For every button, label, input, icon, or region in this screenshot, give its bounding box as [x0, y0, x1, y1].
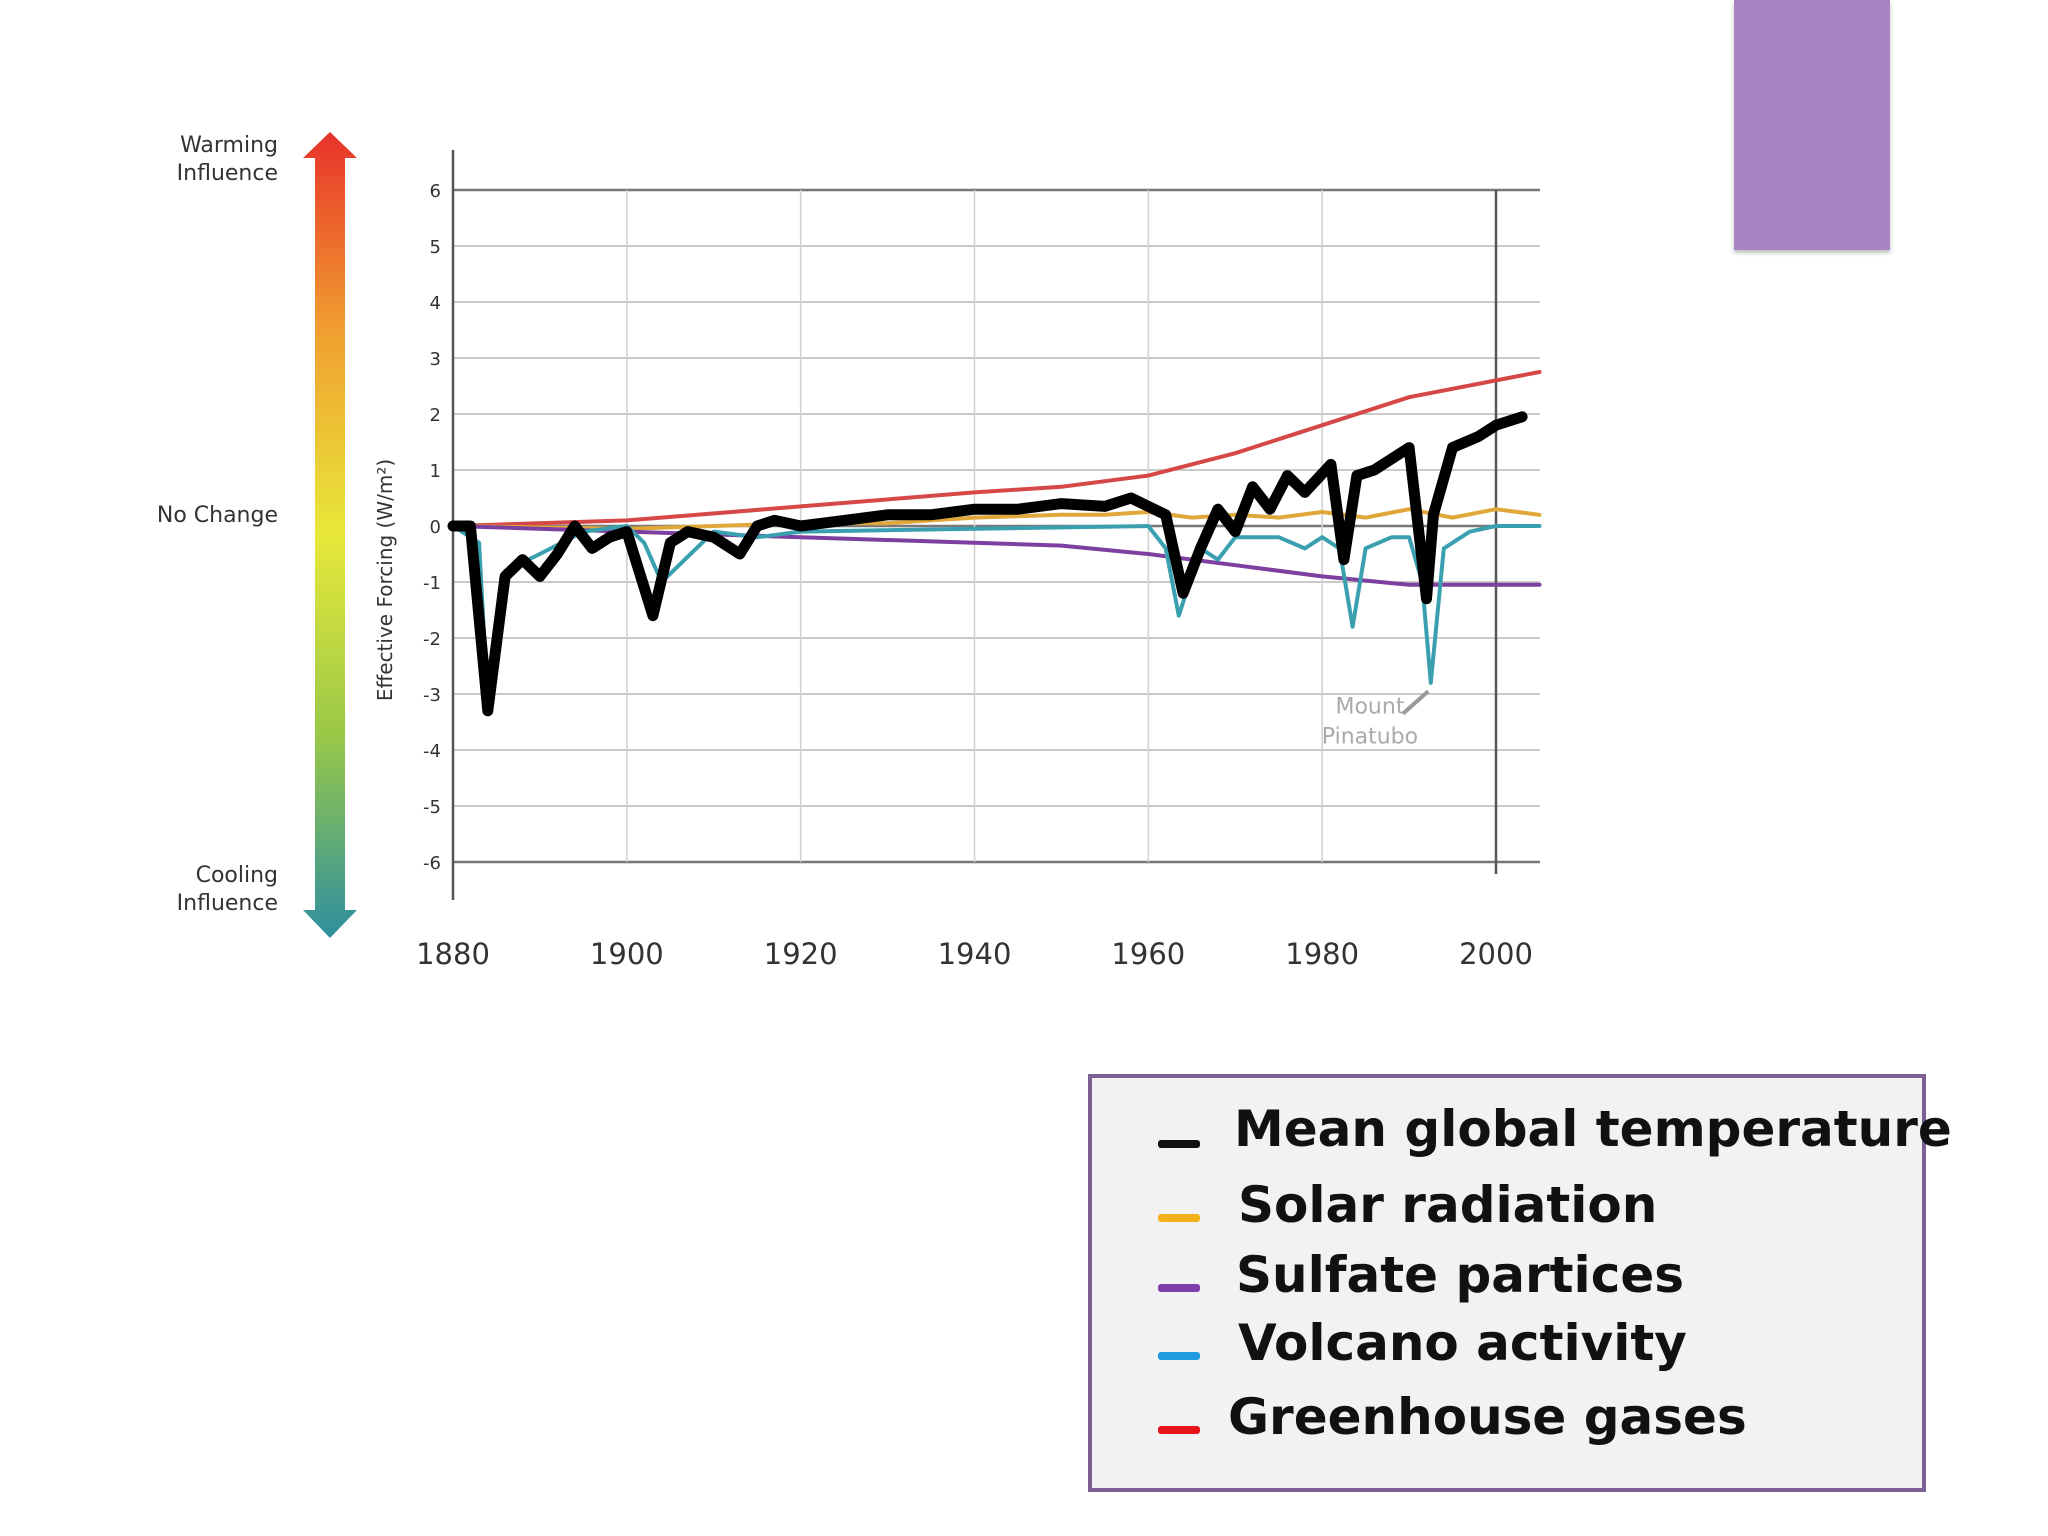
x-tick-label: 1940: [938, 937, 1012, 971]
y-axis-label: Effective Forcing (W/m²): [373, 459, 397, 701]
legend-item: Sulfate partices: [1092, 1246, 1922, 1306]
x-tick-label: 1980: [1285, 937, 1359, 971]
legend-label: Sulfate partices: [1236, 1246, 1684, 1304]
y-tick-label: 1: [430, 461, 441, 482]
annotation-text: Mount: [1335, 695, 1404, 720]
annotation-arrow: [1401, 689, 1430, 716]
warming-influence-label: Warming Influence: [176, 133, 278, 186]
y-tick-label: -4: [423, 741, 441, 762]
influence-arrow: [303, 132, 357, 938]
legend-swatch: [1158, 1140, 1200, 1148]
legend-swatch: [1158, 1352, 1200, 1360]
chart-grid: [451, 150, 1540, 900]
y-tick-label: -2: [423, 629, 441, 650]
x-tick-label: 1920: [764, 937, 838, 971]
series-line-greenhouse-gases: [451, 370, 1542, 528]
pinatubo-annotation: Mount Pinatubo: [1322, 689, 1430, 750]
influence-scale: Warming Influence No Change Cooling Infl…: [0, 0, 380, 980]
no-change-label: No Change: [156, 503, 278, 528]
x-tick-label: 1880: [416, 937, 490, 971]
legend-item: Mean global temperature: [1092, 1100, 1952, 1160]
chart-series: [447, 370, 1542, 717]
y-tick-label: -6: [423, 853, 441, 874]
y-tick-label: 2: [430, 405, 441, 426]
legend-swatch: [1158, 1284, 1200, 1292]
annotation-text: Pinatubo: [1322, 725, 1418, 750]
legend-swatch: [1158, 1214, 1200, 1222]
chart-ticks: 6 5 4 3 2 1 0 -1 -2 -3 -4 -5 -6 1880 1900 1920 1940 1960 1…: [416, 181, 1533, 971]
y-tick-label: -3: [423, 685, 441, 706]
legend-label: Volcano activity: [1238, 1314, 1687, 1372]
y-tick-label: 6: [430, 181, 441, 202]
legend-label: Greenhouse gases: [1228, 1388, 1747, 1446]
decorative-purple-rectangle: [1734, 0, 1890, 250]
y-tick-label: -5: [423, 797, 441, 818]
y-tick-label: 5: [430, 237, 441, 258]
y-tick-label: 3: [430, 349, 441, 370]
x-tick-label: 1900: [590, 937, 664, 971]
y-tick-label: 0: [430, 517, 441, 538]
legend-label: Mean global temperature: [1234, 1100, 1952, 1158]
series-line-mean-global-temperature: [447, 411, 1528, 717]
series-line-volcano-activity: [451, 524, 1542, 708]
legend-label: Solar radiation: [1238, 1176, 1658, 1234]
y-tick-label: -1: [423, 573, 441, 594]
forcing-chart: 6 5 4 3 2 1 0 -1 -2 -3 -4 -5 -6 1880 1900 1920 1940 1960 1…: [373, 150, 1542, 971]
legend-item: Solar radiation: [1092, 1176, 1922, 1236]
legend-item: Volcano activity: [1092, 1314, 1922, 1374]
legend-swatch: [1158, 1426, 1200, 1434]
legend-item: Greenhouse gases: [1092, 1388, 1922, 1448]
x-tick-label: 2000: [1459, 937, 1533, 971]
legend: Mean global temperature Solar radiation Su…: [1088, 1074, 1952, 1492]
cooling-influence-label: Cooling Influence: [176, 863, 278, 916]
y-tick-label: 4: [430, 293, 441, 314]
x-tick-label: 1960: [1111, 937, 1185, 971]
